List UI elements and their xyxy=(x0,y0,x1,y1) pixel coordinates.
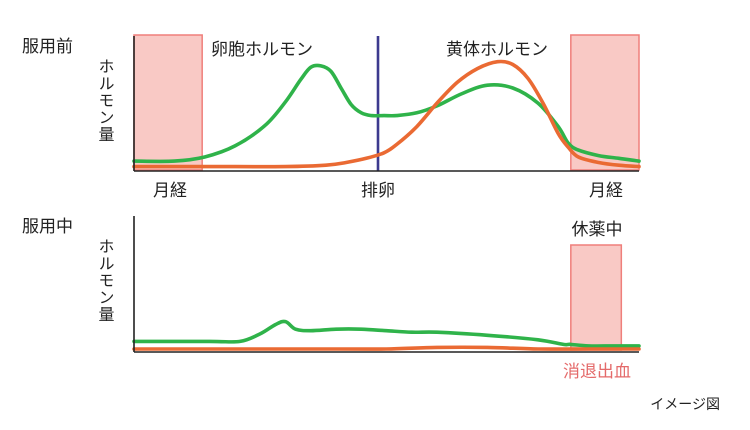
panel-during: 服用中 ホルモン量 休薬中 消退出血 xyxy=(22,216,641,382)
withdrawal-bleeding-label: 消退出血 xyxy=(563,362,631,382)
rest-period-label: 休薬中 xyxy=(572,220,623,240)
x-tick-menses-start: 月経 xyxy=(153,181,187,201)
shaded-regions-during xyxy=(570,244,623,351)
y-axis-label-during: ホルモン量 xyxy=(96,238,115,323)
line-estrogen-during xyxy=(132,319,641,348)
panel-before: 服用前 ホルモン量 卵胞ホルモン 黄体ホルモン 月経 排卵 月経 xyxy=(22,34,641,201)
series-label-estrogen: 卵胞ホルモン xyxy=(211,40,313,60)
panel-label-during: 服用中 xyxy=(22,217,73,237)
shaded-region-before-1 xyxy=(570,34,640,171)
shaded-region-during-0 xyxy=(570,244,623,351)
series-before xyxy=(132,59,641,169)
series-during xyxy=(132,319,641,351)
y-axis-label-before: ホルモン量 xyxy=(96,58,115,143)
illustration-note: イメージ図 xyxy=(650,397,720,413)
line-progesterone-during xyxy=(132,345,641,351)
line-estrogen-before xyxy=(132,63,641,164)
panel-label-before: 服用前 xyxy=(22,37,73,57)
shaded-region-before-0 xyxy=(133,34,203,171)
shaded-regions-before xyxy=(133,34,640,171)
x-tick-menses-end: 月経 xyxy=(589,181,623,201)
x-tick-ovulation: 排卵 xyxy=(361,181,395,201)
line-progesterone-before xyxy=(132,59,641,169)
series-label-progesterone: 黄体ホルモン xyxy=(446,40,548,60)
